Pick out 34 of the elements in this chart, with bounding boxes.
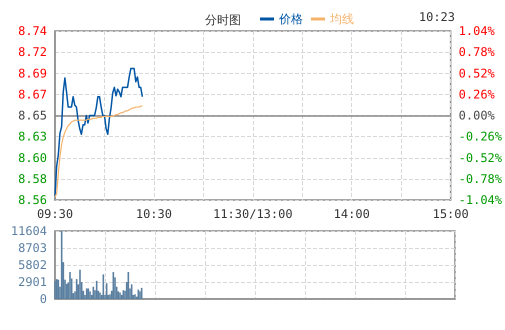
y2-tick-label: -0.78% <box>458 172 503 186</box>
y-tick-label: 8.65 <box>18 108 47 122</box>
y2-tick-label: -0.52% <box>458 150 503 165</box>
legend-label: 均线 <box>329 12 354 26</box>
y-tick-label: 8.58 <box>18 172 47 186</box>
legend-label: 价格 <box>278 12 303 26</box>
x-tick-label: 11:30/13:00 <box>213 207 293 221</box>
y2-tick-label: 0.26% <box>458 87 496 102</box>
y-tick-label: 8703 <box>18 241 47 255</box>
y-tick-label: 11604 <box>10 224 47 238</box>
line-series <box>54 106 143 198</box>
x-tick-label: 14:00 <box>334 207 370 221</box>
chart-title: 分时图 <box>205 13 241 27</box>
y-tick-label: 8.74 <box>18 24 47 38</box>
y2-tick-label: 1.04% <box>458 24 496 38</box>
y-tick-label: 8.67 <box>18 87 47 102</box>
x-tick-label: 10:30 <box>136 207 172 221</box>
y2-tick-label: -1.04% <box>458 193 503 207</box>
y2-tick-label: 0.52% <box>458 66 496 80</box>
y-tick-label: 2901 <box>18 275 47 289</box>
y-tick-label: 8.63 <box>18 130 47 144</box>
y-tick-label: 8.72 <box>18 45 47 60</box>
y-tick-label: 8.69 <box>18 66 47 80</box>
y-tick-label: 5802 <box>18 258 47 272</box>
y-tick-label: 0 <box>40 292 47 306</box>
y-tick-label: 8.60 <box>18 150 47 165</box>
x-tick-label: 15:00 <box>432 207 469 221</box>
y2-tick-label: 0.78% <box>458 45 496 60</box>
text: 10:23 <box>418 10 455 24</box>
x-tick-label: 09:30 <box>36 207 74 221</box>
line-series <box>54 68 144 197</box>
y2-tick-label: 0.00% <box>458 108 496 122</box>
y-tick-label: 8.56 <box>18 193 47 207</box>
y2-tick-label: -0.26% <box>458 130 503 144</box>
